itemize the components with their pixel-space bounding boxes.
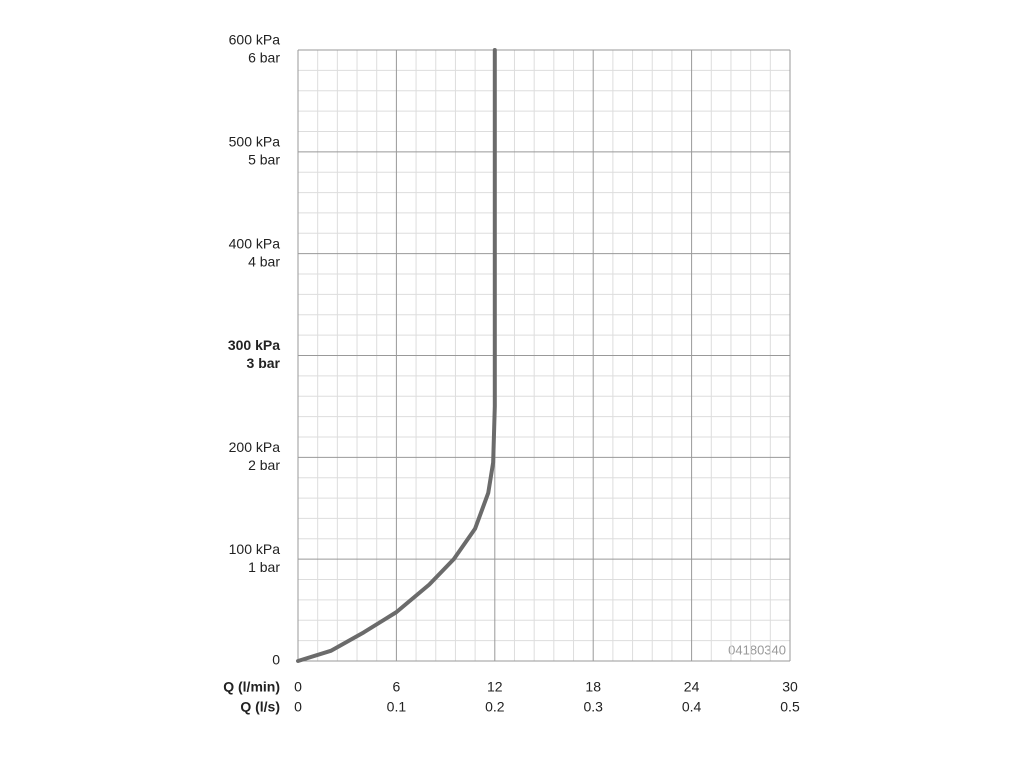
y-tick-sublabel: 2 bar (248, 457, 280, 473)
x2-tick-label: 0.3 (583, 699, 603, 715)
y-tick-sublabel: 6 bar (248, 50, 280, 66)
x-tick-label: 12 (487, 679, 503, 695)
x-tick-label: 24 (684, 679, 700, 695)
curve (296, 48, 497, 663)
x2-tick-label: 0 (294, 699, 302, 715)
x2-tick-label: 0.1 (387, 699, 407, 715)
annotation: 04180340 (728, 642, 786, 657)
x2-tick-label: 0.4 (682, 699, 702, 715)
y-tick-label: 600 kPa (229, 32, 281, 48)
x-tick-label: 30 (782, 679, 798, 695)
x2-tick-label: 0.2 (485, 699, 505, 715)
y-tick-sublabel: 3 bar (247, 355, 281, 371)
y-tick-label: 400 kPa (229, 235, 281, 251)
y-tick-label: 100 kPa (229, 541, 281, 557)
x2-tick-label: 0.5 (780, 699, 800, 715)
x-tick-label: 0 (294, 679, 302, 695)
x2-axis-label: Q (l/s) (240, 699, 280, 715)
x-tick-label: 18 (585, 679, 601, 695)
y-tick-label: 500 kPa (229, 134, 281, 150)
y-tick-label: 300 kPa (228, 337, 280, 353)
y-tick-sublabel: 1 bar (248, 559, 280, 575)
y-tick-label: 0 (272, 652, 280, 668)
x-tick-label: 6 (393, 679, 401, 695)
x-axis-label: Q (l/min) (223, 679, 280, 695)
y-tick-label: 200 kPa (229, 439, 281, 455)
y-tick-sublabel: 5 bar (248, 152, 280, 168)
y-tick-sublabel: 4 bar (248, 253, 280, 269)
